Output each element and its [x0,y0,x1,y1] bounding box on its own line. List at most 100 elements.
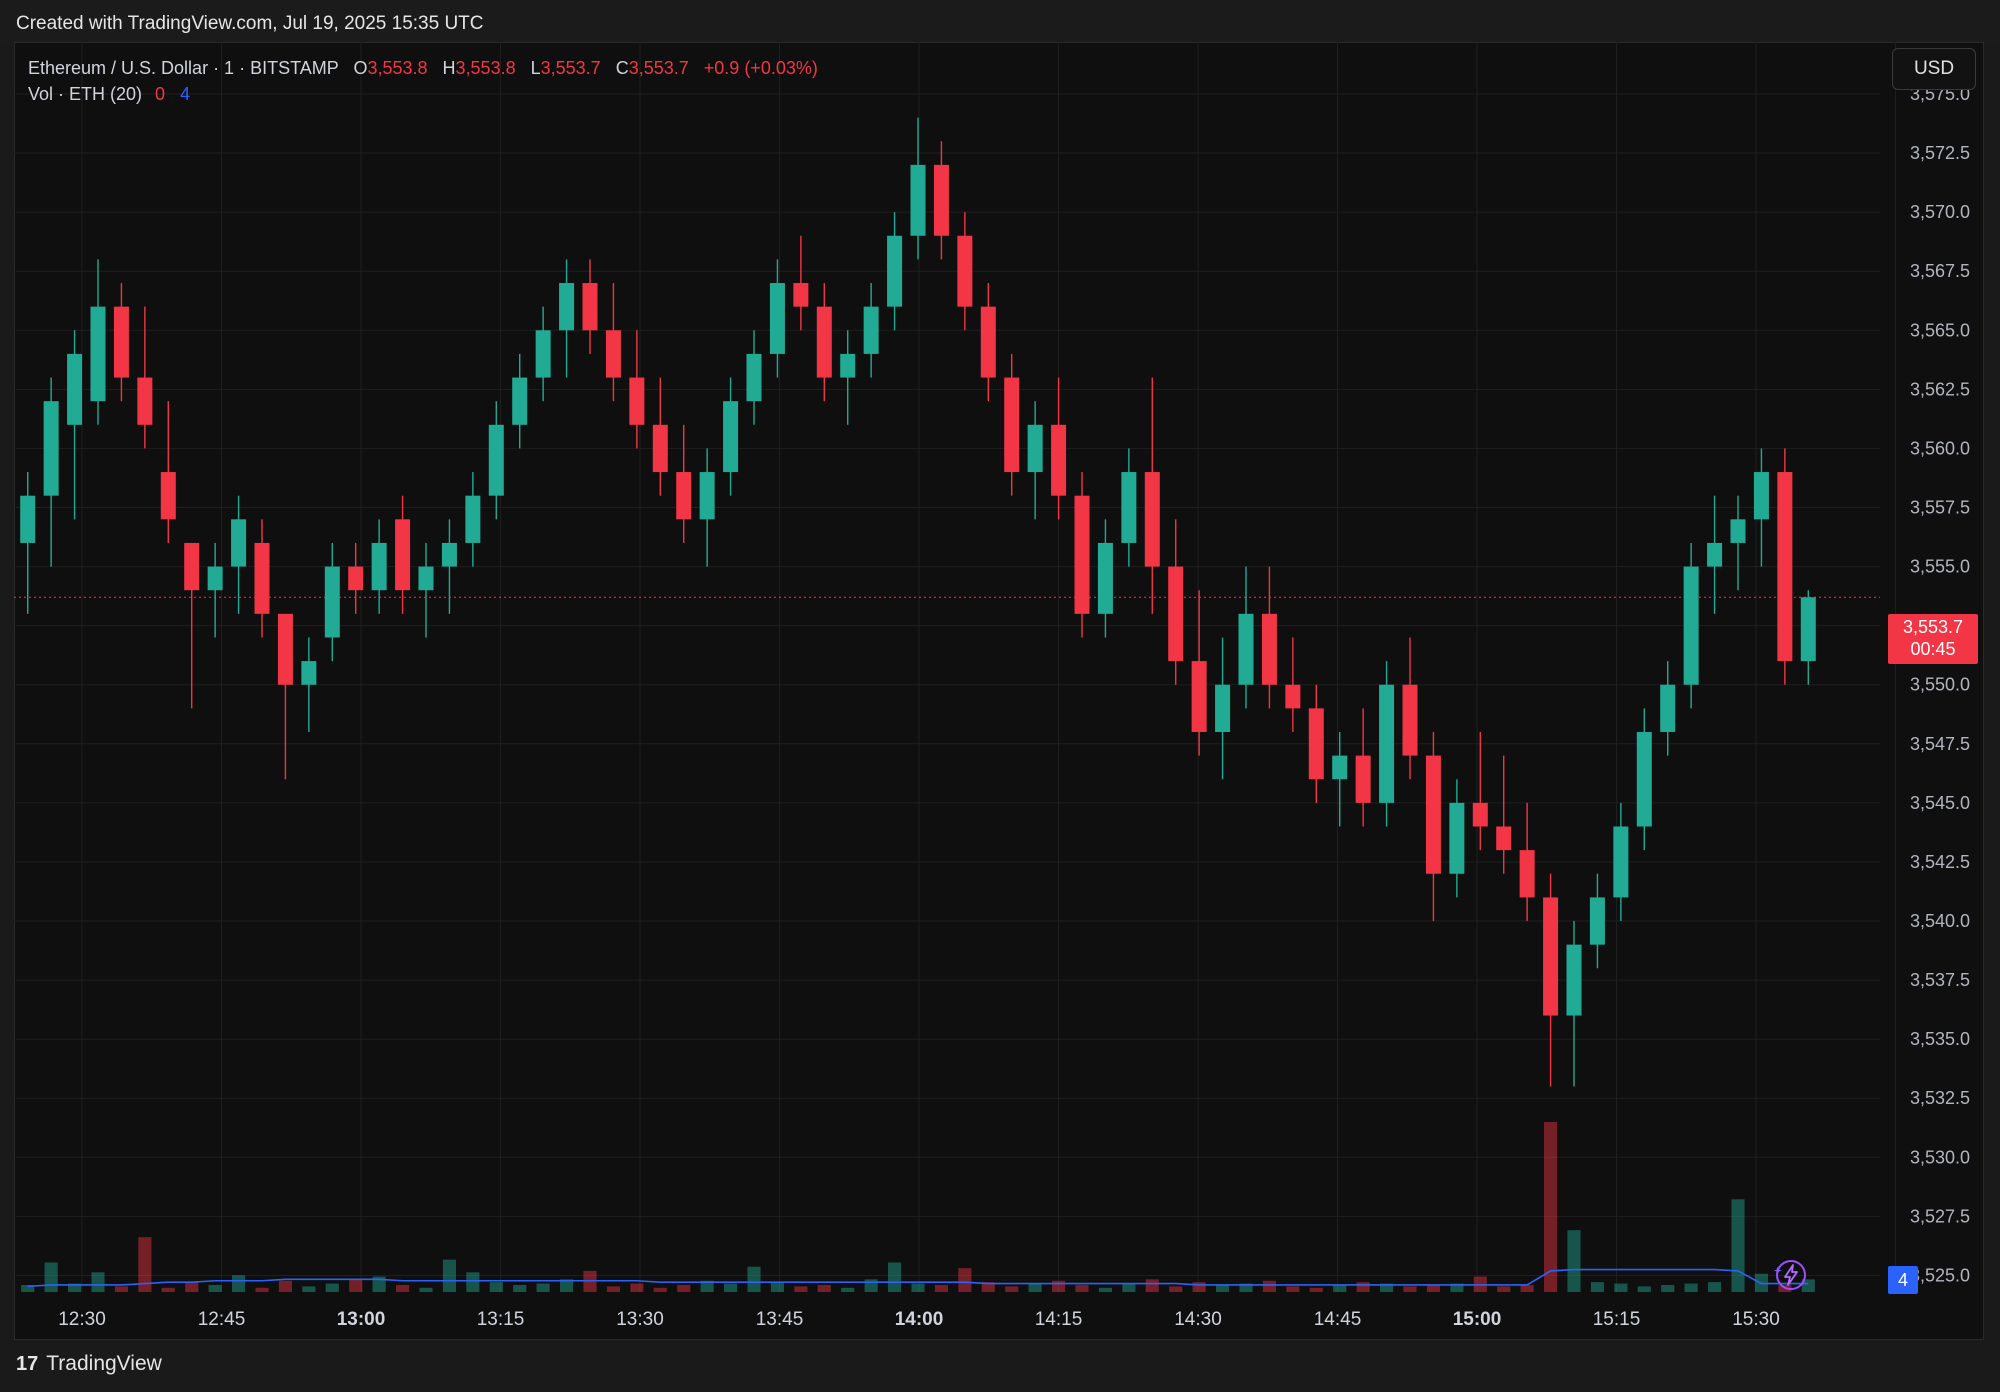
volume-ma-line [27,1268,1809,1288]
y-tick-label: 3,570.0 [1910,202,1970,222]
candle-body [816,306,832,378]
currency-button[interactable]: USD [1892,48,1976,90]
volume-bar [1520,1284,1534,1292]
close-value: 3,553.7 [628,58,689,78]
volume-bar [1403,1286,1417,1292]
y-tick-label: 3,535.0 [1910,1029,1970,1049]
volume-bar [1801,1279,1815,1292]
lightning-icon[interactable] [1774,1258,1808,1292]
x-tick-label: 15:15 [1593,1309,1641,1330]
candle-body [980,306,996,378]
y-tick-label: 3,547.5 [1910,734,1970,754]
candle-body [1097,542,1113,614]
volume-bar [114,1286,128,1292]
volume-bar [911,1283,925,1292]
grid-lines [14,42,1896,1292]
volume-bar [934,1284,948,1292]
candle-body [20,495,36,543]
volume-bar [442,1259,456,1292]
volume-bar [1216,1284,1230,1292]
candle-body [1543,897,1559,1016]
candle-body [1636,731,1652,827]
candle-body [348,566,364,591]
candle-body [277,613,293,685]
candle-body [1004,377,1020,473]
candle-body [1051,424,1067,496]
candle-body [887,235,903,307]
volume-bar [888,1262,902,1292]
candle-body [699,472,715,520]
volume-bar [1614,1283,1628,1292]
candle-body [1355,755,1371,803]
price-axis: 3,575.03,572.53,570.03,567.53,565.03,562… [1910,84,1970,1285]
volume-bar [1309,1287,1323,1292]
volume-bar [958,1268,972,1292]
candles [20,117,1816,1087]
candle-body [1707,542,1723,567]
candle-body [1589,897,1605,945]
x-tick-label: 13:00 [337,1309,386,1330]
candle-body [652,424,668,473]
x-tick-label: 13:15 [477,1309,525,1330]
change-value: +0.9 (+0.03%) [703,58,818,78]
last-price-value: 3,553.7 [1902,617,1964,637]
candle-body [324,566,340,638]
y-tick-label: 3,572.5 [1910,143,1970,163]
volume-ma-value: 4 [180,84,191,104]
candlestick-chart[interactable]: 3,575.03,572.53,570.03,567.53,565.03,562… [0,0,2000,1340]
volume-bar [794,1286,808,1292]
volume-bar [1145,1279,1159,1292]
footer-bar [0,1340,2000,1392]
candle-body [1800,597,1816,662]
candle-body [1238,613,1254,685]
x-tick-label: 14:15 [1035,1309,1083,1330]
candle-body [1519,850,1535,898]
volume-ma-tag: 4 [1888,1266,1918,1294]
top-bar: Created with TradingView.com, Jul 19, 20… [0,0,2000,46]
volume-bar [255,1287,269,1292]
volume-bar [677,1284,691,1292]
candle-body [1074,495,1090,614]
candle-body [418,566,434,591]
volume-bar [372,1276,386,1292]
volume-bar [841,1287,855,1292]
volume-bar [770,1282,784,1292]
candle-body [1332,755,1348,780]
volume-bar [185,1282,199,1292]
volume-bar [513,1284,527,1292]
candle-body [113,306,129,378]
candle-body [769,283,785,354]
volume-indicator-title[interactable]: Vol · ETH (20) [28,84,143,104]
candle-body [43,401,59,496]
candle-body [933,164,949,236]
x-tick-label: 14:45 [1314,1309,1362,1330]
x-tick-label: 14:30 [1174,1309,1222,1330]
candle-body [371,542,387,591]
created-with-text: Created with TradingView.com, Jul 19, 20… [16,13,484,34]
candle-body [207,566,223,591]
volume-bar [1567,1230,1581,1292]
chart-pane[interactable] [14,42,1984,1340]
y-tick-label: 3,562.5 [1910,379,1970,399]
volume-bar [653,1287,667,1292]
symbol-title[interactable]: Ethereum / U.S. Dollar · 1 · BITSTAMP [28,58,339,78]
ohlc-legend-row: Ethereum / U.S. Dollar · 1 · BITSTAMP O3… [28,55,818,81]
volume-bar [1637,1286,1651,1292]
candle-body [1496,826,1512,851]
candle-body [840,353,856,378]
close-label: C [615,58,629,78]
y-tick-label: 3,525.0 [1910,1265,1970,1285]
volume-bar [1708,1282,1722,1292]
candle-body [1308,708,1324,780]
candle-body [488,424,504,496]
volume-bar [536,1283,550,1292]
candle-body [1425,755,1441,874]
tradingview-brand[interactable]: 17 TradingView [16,1352,162,1376]
y-tick-label: 3,540.0 [1910,911,1970,931]
volume-bar [630,1283,644,1292]
candle-body [160,472,176,520]
volume-bar [817,1284,831,1292]
volume-bar [1169,1286,1183,1292]
volume-bar [91,1272,105,1292]
volume-bar [1286,1286,1300,1292]
